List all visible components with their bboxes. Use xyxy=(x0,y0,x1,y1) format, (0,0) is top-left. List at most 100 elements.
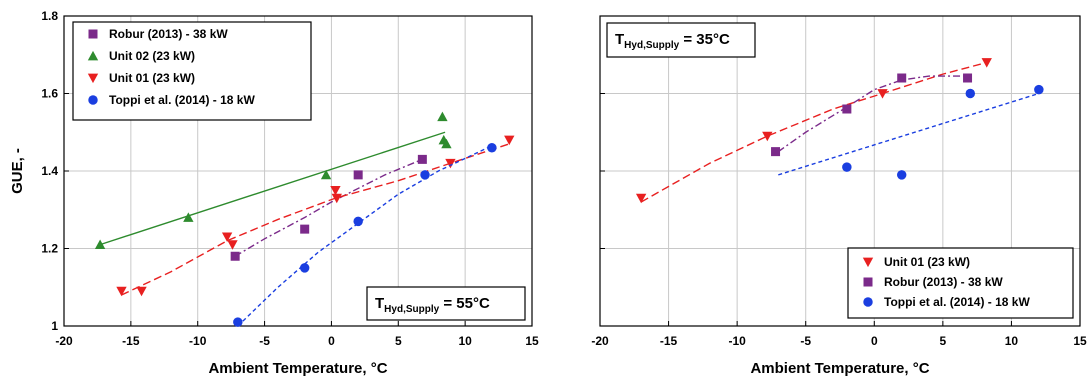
x-tick-label: -5 xyxy=(800,334,811,348)
data-point xyxy=(965,88,976,99)
annotation-text: THyd,Supply = 55°C xyxy=(375,295,490,315)
chart-panel-2: -20 -15 -10 -5 0 5 10 15 Ambient Temperature, °C… xyxy=(591,15,1087,377)
x-tick-label: -10 xyxy=(189,334,207,348)
legend-marker xyxy=(863,277,873,287)
series-3 xyxy=(116,135,515,297)
data-point xyxy=(227,240,238,250)
chart-panel-1: -20 -15 -10 -5 0 5 10 15 1 1.2 1.4 1.6 1.8 Ambient Te… xyxy=(9,9,539,377)
data-point xyxy=(896,170,907,180)
data-point xyxy=(981,58,992,68)
x-tick-label: -15 xyxy=(660,334,678,348)
series-3 xyxy=(778,84,1044,180)
data-point xyxy=(877,89,888,99)
temperature-annotation: THyd,Supply = 55°C xyxy=(366,286,526,321)
data-point xyxy=(487,143,497,153)
x-tick-label: 10 xyxy=(458,334,472,348)
data-point xyxy=(445,158,456,169)
legend: Robur (2013) - 38 kW Unit 02 (23 kW) Unit … xyxy=(72,21,312,121)
series-2 xyxy=(771,73,973,157)
x-tick-label: -15 xyxy=(122,334,140,348)
data-point xyxy=(762,131,773,142)
legend-marker xyxy=(88,29,98,39)
series-2 xyxy=(94,111,452,250)
x-tick-label: 0 xyxy=(328,334,335,348)
legend-label: Robur (2013) - 38 kW xyxy=(884,275,1003,289)
fit-line xyxy=(640,61,987,203)
data-point xyxy=(963,73,973,83)
y-tick-label: 1.4 xyxy=(41,164,58,178)
tick-marks xyxy=(599,15,1081,327)
legend-box xyxy=(72,21,312,121)
data-point xyxy=(330,185,341,196)
fit-line xyxy=(121,143,510,296)
legend-marker xyxy=(862,257,874,268)
data-point xyxy=(300,224,310,234)
annotation-box xyxy=(606,22,756,58)
data-point xyxy=(842,162,852,172)
x-tick-label: 15 xyxy=(1073,334,1087,348)
data-point xyxy=(897,73,907,83)
data-point xyxy=(437,111,448,122)
y-axis-label: GUE, - xyxy=(9,148,26,194)
data-point xyxy=(1034,84,1044,95)
x-tick-label: -20 xyxy=(55,334,73,348)
legend-label: Toppi et al. (2014) - 18 kW xyxy=(109,93,255,107)
fit-line xyxy=(777,75,968,153)
fit-line xyxy=(234,158,423,257)
data-point xyxy=(635,193,647,204)
y-tick-label: 1.2 xyxy=(41,242,58,256)
x-tick-label: -5 xyxy=(259,334,270,348)
legend-label: Robur (2013) - 38 kW xyxy=(109,27,228,41)
fit-line xyxy=(99,131,446,246)
data-point xyxy=(320,169,332,180)
y-tick-label: 1 xyxy=(51,319,58,333)
data-point xyxy=(299,263,310,273)
data-point xyxy=(116,286,127,297)
series-4 xyxy=(233,143,497,327)
y-tick-label: 1.8 xyxy=(41,9,58,23)
legend: Unit 01 (23 kW) Robur (2013) - 38 kW Toppi… xyxy=(847,247,1074,319)
legend-label: Toppi et al. (2014) - 18 kW xyxy=(884,295,1030,309)
data-point xyxy=(771,147,781,157)
legend-label: Unit 01 (23 kW) xyxy=(109,71,195,85)
legend-marker xyxy=(87,50,99,61)
data-point xyxy=(353,170,363,180)
x-tick-label: 15 xyxy=(525,334,539,348)
tick-marks xyxy=(63,15,533,327)
x-axis-label: Ambient Temperature, °C xyxy=(750,360,929,377)
fit-line xyxy=(778,92,1040,176)
fit-line xyxy=(237,145,493,327)
x-tick-label: 5 xyxy=(395,334,402,348)
annotation-box xyxy=(366,286,526,321)
legend-box xyxy=(847,247,1074,319)
x-tick-label: 0 xyxy=(871,334,878,348)
data-point xyxy=(221,232,233,243)
data-point xyxy=(183,212,194,222)
legend-marker xyxy=(87,73,99,84)
x-tick-label: 10 xyxy=(1005,334,1019,348)
data-point xyxy=(233,317,243,327)
series-1 xyxy=(230,154,427,261)
data-point xyxy=(94,239,106,250)
data-point xyxy=(441,138,452,149)
x-axis-label: Ambient Temperature, °C xyxy=(208,360,387,377)
data-point xyxy=(504,135,515,146)
annotation-text: THyd,Supply = 35°C xyxy=(615,31,730,51)
y-tick-label: 1.6 xyxy=(41,87,58,101)
legend-label: Unit 02 (23 kW) xyxy=(109,49,195,63)
x-tick-label: -10 xyxy=(728,334,746,348)
data-point xyxy=(842,104,852,114)
legend-label: Unit 01 (23 kW) xyxy=(884,255,970,269)
data-point xyxy=(230,251,240,261)
data-point xyxy=(417,154,427,164)
series-1 xyxy=(635,58,992,204)
x-tick-label: 5 xyxy=(940,334,947,348)
legend-marker xyxy=(863,297,873,307)
x-tick-label: -20 xyxy=(591,334,609,348)
data-point xyxy=(136,286,147,297)
legend-marker xyxy=(88,95,98,105)
data-point xyxy=(331,193,342,204)
temperature-annotation: THyd,Supply = 35°C xyxy=(606,22,756,58)
